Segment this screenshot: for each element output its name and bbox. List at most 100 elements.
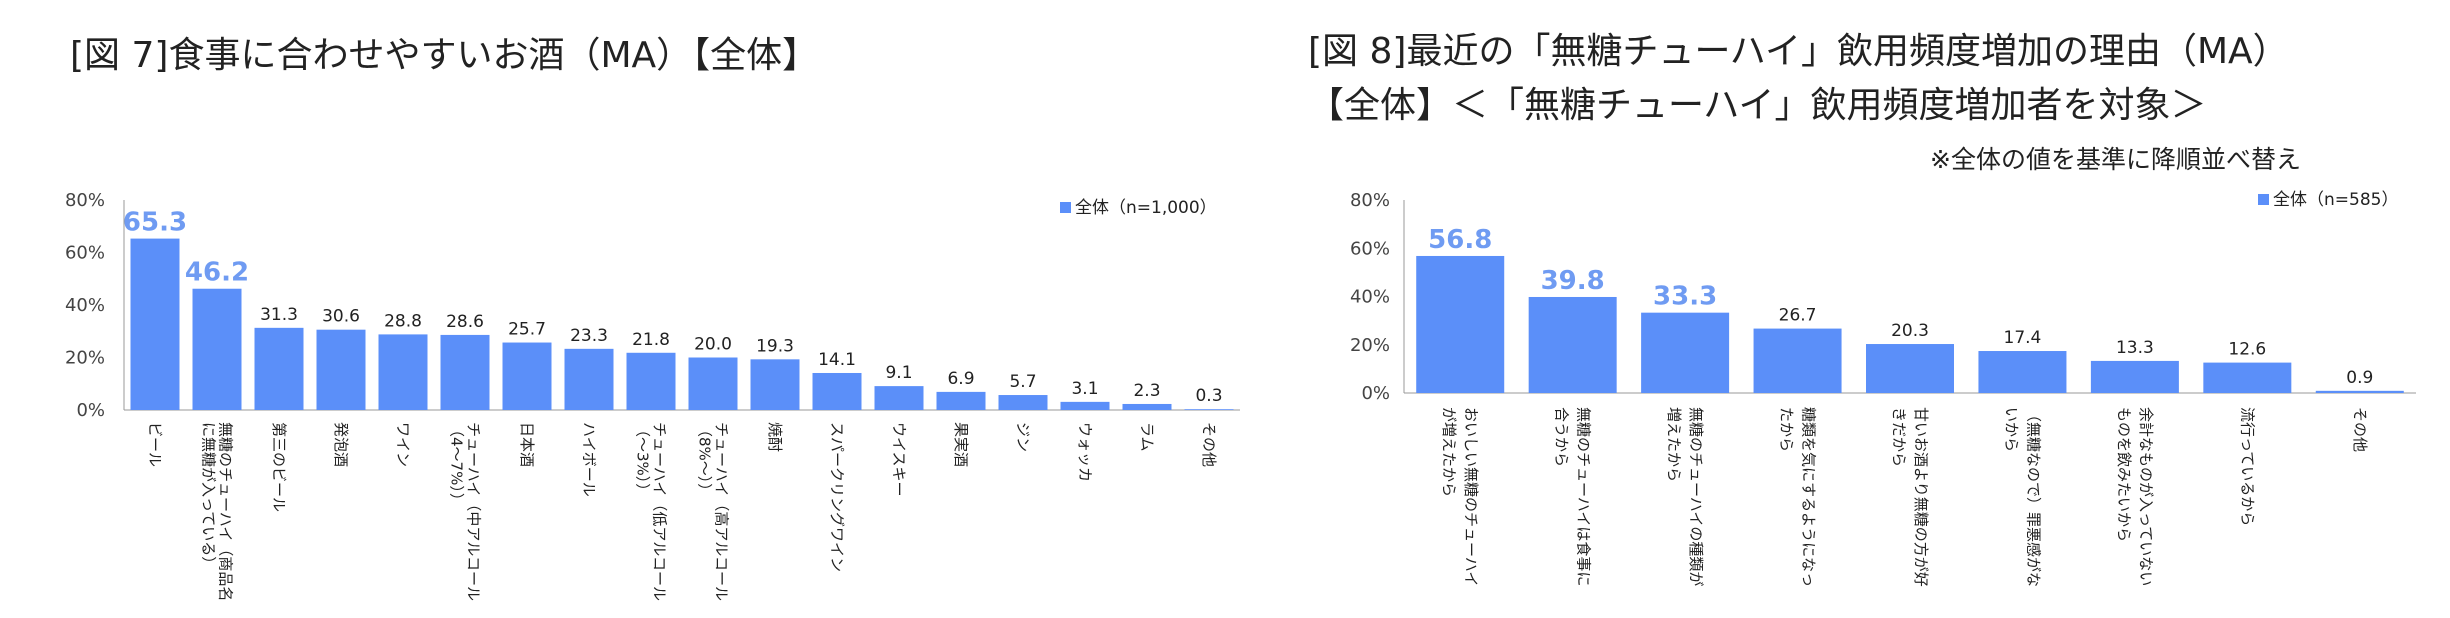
chart2-ytick-label: 40% [1350,287,1390,308]
chart2-category-label: 無糖のチューハイの種類が [1687,407,1705,586]
chart1-category-label: その他 [1200,422,1218,467]
chart1-category-label: ワイン [394,422,412,467]
chart1-bar [750,359,800,410]
chart1-category-label: ジン [1014,422,1032,452]
chart2-category-label: 糖類を気にするようになっ [1800,407,1818,587]
chart1-legend-swatch [1060,202,1071,213]
chart2-title-line1: [図 8]最近の「無糖チューハイ」飲用頻度増加の理由（MA） [1308,31,2289,72]
chart1-value-label: 5.7 [1009,372,1036,392]
chart1-value-label: 3.1 [1071,379,1098,399]
chart1-value-label: 20.0 [694,335,732,355]
chart1-value-label: 9.1 [885,363,912,383]
chart2-category-label: 合うから [1553,407,1571,467]
chart2-value-label: 26.7 [1779,306,1817,326]
chart1-value-label: 25.7 [508,320,546,340]
chart1-bar [874,386,924,410]
chart1-value-label: 65.3 [123,208,187,238]
chart1-bar [688,357,738,410]
chart1-category-label: （8%～）） [696,422,714,498]
chart1-value-label: 23.3 [570,326,608,346]
chart1-value-label: 30.6 [322,307,360,327]
chart2-category-label: その他 [2351,407,2369,452]
chart1-bar [130,238,180,410]
chart2-value-label: 56.8 [1428,225,1492,255]
chart1-category-label: 第三のビール [270,422,288,512]
chart2-value-label: 20.3 [1891,321,1929,341]
chart2-bar [1978,351,2067,393]
chart1-value-label: 21.8 [632,330,670,350]
chart2-category-label: おいしい無糖のチューハイ [1462,407,1480,586]
chart1-value-label: 28.8 [384,311,422,331]
chart2-value-label: 12.6 [2228,340,2266,360]
chart1-title: [図 7]食事に合わせやすいお酒（MA）【全体】 [70,35,819,76]
chart1-ytick-label: 40% [65,295,105,316]
chart2-bar [1753,328,1842,393]
chart1-ytick-label: 20% [65,348,105,369]
chart1-bar [1184,409,1234,410]
chart1-category-label: 果実酒 [952,422,970,467]
chart1-category-label: に無糖が入っている） [200,422,218,571]
chart2-ytick-label: 60% [1350,238,1390,259]
chart1-category-label: チューハイ（中アルコール [465,422,483,601]
chart2-value-label: 17.4 [2004,328,2042,348]
chart1-category-label: チューハイ（低アルコール [651,422,669,601]
chart2-bar [2090,360,2179,393]
chart1-category-label: ラム [1138,422,1156,452]
chart1-bar [998,395,1048,410]
chart1-category-label: ウォッカ [1076,422,1094,482]
chart1-bar [254,327,304,410]
chart2-category-label: 流行っているから [2238,407,2256,526]
chart2-value-label: 0.9 [2346,368,2373,388]
chart2-ytick-label: 20% [1350,335,1390,356]
chart1-category-label: 無糖のチューハイ（商品名 [217,422,235,601]
chart1-value-label: 19.3 [756,336,794,356]
chart2-value-label: 39.8 [1541,266,1605,296]
chart1-category-label: ハイボール [580,422,598,497]
chart1-bar [378,334,428,410]
chart1-value-label: 2.3 [1133,381,1160,401]
chart1-legend-label: 全体（n=1,000） [1075,198,1217,218]
chart1-bar [440,334,490,410]
chart1-bar [936,391,986,410]
chart1-category-label: 焼酎 [766,422,784,452]
chart1-value-label: 0.3 [1195,386,1222,406]
chart2-category-label: ものを飲みたいから [2115,407,2133,542]
chart1-category-label: ビール [146,422,164,467]
chart1-value-label: 31.3 [260,305,298,325]
chart1-bar [812,372,862,410]
chart2-category-label: が増えたから [1440,407,1458,497]
chart1-category-label: スパークリングワイン [828,422,846,572]
chart1-category-label: 発泡酒 [332,422,350,467]
chart1-bar [316,329,366,410]
chart2-sort-note: ※全体の値を基準に降順並べ替え [1930,145,2301,174]
chart1-category-label: 日本酒 [518,422,536,467]
chart1-value-label: 28.6 [446,312,484,332]
chart1-value-label: 6.9 [947,369,974,389]
chart1-category-label: （4～7%）） [448,422,466,508]
chart2-category-label: 増えたから [1665,407,1683,482]
chart2-value-label: 33.3 [1653,282,1717,312]
chart2-bar [2203,362,2292,393]
chart1-bar [1122,403,1172,410]
chart2-ytick-label: 0% [1361,383,1390,404]
chart1-bar [626,352,676,410]
chart2-bar [1528,296,1617,393]
chart1-bar [564,348,614,410]
chart2-category-label: （無糖なので）罪悪感がな [2024,407,2042,587]
chart1-bar [192,288,242,410]
chart1-bar-chart: 0% 20% 40% 60% 80% 65.3 ビール 46.2 無糖のチューハイ（商品名に無糖… [65,190,1240,601]
chart2-category-label: たから [1778,407,1796,452]
chart2-category-label: いから [2002,407,2020,452]
chart2-ytick-label: 80% [1350,190,1390,211]
chart1-ytick-label: 80% [65,190,105,211]
chart2-category-label: 余計なものが入っていない [2137,407,2155,586]
chart1-ytick-label: 60% [65,243,105,264]
chart1-ytick-label: 0% [76,400,105,421]
chart2-category-label: 甘いお酒より無糖の方が好 [1912,407,1930,587]
chart1-value-label: 14.1 [818,350,856,370]
chart2-legend-swatch [2258,194,2269,205]
chart1-bar [502,342,552,410]
chart2-bar [1641,312,1730,393]
